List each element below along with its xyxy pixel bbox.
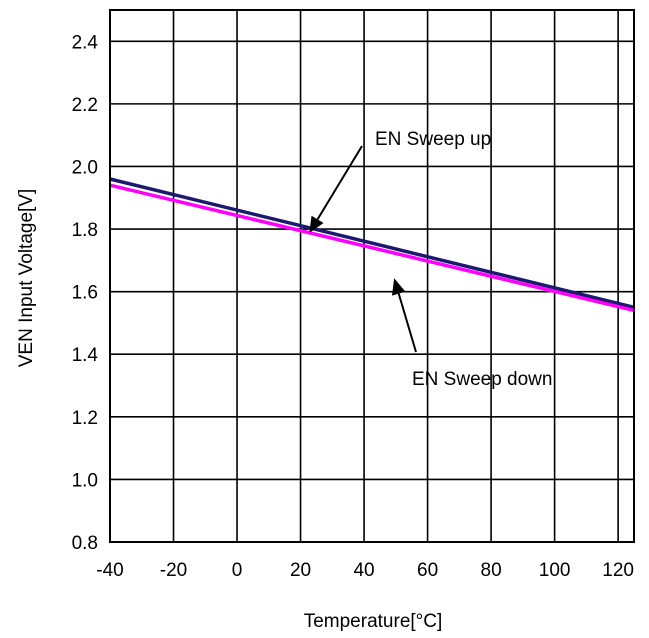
y-tick-label: 2.0 <box>72 157 98 178</box>
series-lines <box>109 177 635 313</box>
y-tick-label: 1.2 <box>72 408 98 429</box>
plot-frame <box>109 9 635 543</box>
y-tick-label: 1.8 <box>72 220 98 241</box>
x-tick-label: 40 <box>353 560 374 581</box>
annotation-sweep-up-label: EN Sweep up <box>375 129 491 150</box>
y-tick-labels: 0.8 1.0 1.2 1.4 1.6 1.8 2.0 2.2 2.4 <box>72 32 99 554</box>
y-tick-label: 1.4 <box>72 345 99 366</box>
x-tick-label: -40 <box>96 560 123 581</box>
y-tick-label: 2.4 <box>72 32 99 53</box>
series-line-sweep-up <box>109 177 635 309</box>
x-tick-label: 60 <box>417 560 438 581</box>
annotation-sweep-up-arrow <box>316 145 363 220</box>
y-tick-label: 0.8 <box>72 533 98 554</box>
annotation-sweep-down-arrow <box>397 293 417 353</box>
series-line-sweep-down <box>109 183 635 313</box>
grid-lines <box>109 10 634 543</box>
annotation-sweep-up: EN Sweep up <box>309 129 491 234</box>
annotation-sweep-down: EN Sweep down <box>391 278 552 390</box>
x-axis-title: Temperature[°C] <box>304 611 443 632</box>
y-tick-label: 2.2 <box>72 95 98 116</box>
x-tick-label: 0 <box>232 560 243 581</box>
y-tick-label: 1.0 <box>72 470 98 491</box>
x-tick-labels: -40 -20 0 20 40 60 80 100 120 <box>96 560 634 581</box>
annotation-sweep-down-arrowhead <box>391 278 406 296</box>
y-tick-label: 1.6 <box>72 283 98 304</box>
x-tick-label: 20 <box>290 560 311 581</box>
x-tick-label: 120 <box>602 560 634 581</box>
annotation-sweep-up-arrowhead <box>309 215 324 234</box>
x-tick-label: -20 <box>160 560 187 581</box>
x-tick-label: 100 <box>539 560 571 581</box>
annotation-sweep-down-label: EN Sweep down <box>412 369 552 390</box>
y-axis-title: VEN Input Voltage[V] <box>16 189 37 368</box>
x-tick-label: 80 <box>481 560 502 581</box>
